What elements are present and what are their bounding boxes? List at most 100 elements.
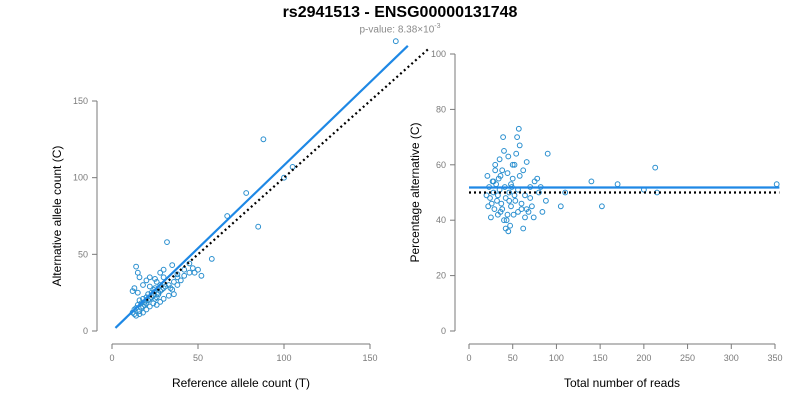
right-y-tick-label: 0 — [441, 326, 446, 336]
right-data-point — [512, 197, 519, 204]
right-data-point — [500, 134, 507, 141]
right-data-point — [523, 159, 530, 165]
left-data-point — [186, 260, 193, 267]
right-data-point — [516, 142, 523, 149]
right-x-tick-label: 50 — [508, 353, 518, 363]
right-data-point — [652, 164, 659, 171]
right-y-axis-label: Percentage alternative (C) — [408, 122, 422, 262]
right-y-tick-label: 20 — [436, 271, 446, 281]
right-data-point — [511, 192, 518, 199]
left-data-point — [260, 136, 267, 143]
right-y-tick-label: 40 — [436, 215, 446, 225]
right-data-point — [531, 178, 538, 185]
right-data-point — [511, 161, 518, 168]
left-data-point — [134, 269, 141, 276]
left-scatter-panel: 0 50 100 150 Reference allele count (T) 0 50 10… — [50, 38, 430, 390]
right-x-tick-label: 200 — [636, 353, 651, 363]
left-data-point — [171, 279, 177, 285]
right-data-point — [588, 178, 595, 185]
left-y-axis-label: Alternative allele count (C) — [50, 146, 64, 287]
right-data-point — [502, 195, 509, 201]
left-data-point — [165, 292, 172, 299]
right-data-point — [522, 214, 528, 221]
left-data-point — [153, 294, 160, 301]
right-data-point — [495, 211, 501, 218]
left-x-tick-label: 150 — [362, 353, 377, 363]
right-data-point — [483, 192, 490, 199]
right-data-point — [505, 153, 512, 160]
right-data-point — [514, 134, 520, 141]
right-data-point — [557, 203, 564, 210]
left-data-point — [174, 271, 181, 278]
p-value-exponent: -3 — [434, 23, 441, 30]
right-data-point — [492, 161, 499, 168]
left-data-point — [243, 190, 250, 196]
left-data-point — [153, 279, 160, 285]
left-data-point — [224, 213, 231, 219]
right-data-point — [508, 181, 514, 188]
right-data-point — [518, 200, 525, 207]
left-data-point — [146, 283, 153, 290]
left-data-point — [157, 269, 164, 276]
right-data-point — [485, 203, 492, 210]
right-x-axis: 0 50 100 150 200 250 300 350 Total number of rea… — [466, 343, 783, 390]
left-data-point — [181, 266, 188, 273]
right-data-point — [505, 228, 512, 235]
left-data-point — [140, 303, 146, 310]
right-data-point — [523, 206, 530, 213]
left-data-point — [160, 295, 167, 302]
left-y-tick-label: 100 — [73, 173, 88, 183]
left-data-point — [189, 265, 196, 272]
right-x-tick-label: 0 — [466, 353, 471, 363]
left-data-point — [174, 274, 181, 281]
right-data-point — [508, 203, 514, 210]
right-data-point — [522, 192, 528, 199]
left-x-tick-label: 100 — [276, 353, 291, 363]
left-data-point — [155, 291, 162, 298]
left-fit-line — [114, 45, 409, 329]
left-data-point — [133, 263, 140, 270]
right-data-point — [516, 173, 523, 179]
right-data-point — [539, 209, 546, 215]
left-x-tick-label: 0 — [109, 353, 114, 363]
right-data-point — [536, 189, 542, 196]
right-data-point — [509, 161, 516, 168]
left-data-point — [167, 285, 174, 292]
right-data-point — [490, 178, 497, 185]
chart-title: rs2941513 - ENSG00000131748 — [282, 4, 518, 21]
p-value-text: p-value: 8.38×10 — [359, 24, 435, 36]
right-data-point — [503, 217, 510, 224]
right-data-point — [498, 200, 505, 207]
right-data-point — [543, 197, 549, 204]
right-data-point — [773, 181, 780, 188]
left-data-point — [136, 311, 143, 318]
right-data-point — [504, 211, 511, 218]
right-data-point — [520, 167, 527, 174]
right-data-point — [494, 197, 500, 204]
right-data-point — [488, 214, 494, 221]
right-x-axis-label: Total number of reads — [564, 376, 680, 390]
left-data-point — [136, 308, 143, 315]
left-data-point — [157, 288, 164, 295]
left-x-axis: 0 50 100 150 Reference allele count (T) — [109, 343, 378, 390]
left-data-point — [281, 174, 287, 181]
left-data-point — [140, 309, 146, 316]
left-data-point — [195, 266, 201, 273]
left-data-point — [198, 272, 205, 279]
left-data-point — [392, 38, 399, 45]
right-x-tick-label: 350 — [767, 353, 782, 363]
left-y-axis: 0 50 100 150 Alternative allele count (C) — [50, 96, 98, 336]
right-data-point — [530, 214, 537, 221]
right-data-point — [520, 225, 527, 232]
left-data-point — [169, 262, 176, 269]
left-y-tick-label: 50 — [78, 249, 88, 259]
right-y-tick-label: 100 — [431, 49, 446, 59]
left-x-tick-label: 50 — [193, 353, 203, 363]
left-data-point — [146, 303, 153, 310]
right-data-point — [491, 206, 498, 213]
left-data-point — [143, 277, 150, 284]
right-data-point — [527, 195, 534, 201]
left-reference-line — [145, 48, 430, 302]
